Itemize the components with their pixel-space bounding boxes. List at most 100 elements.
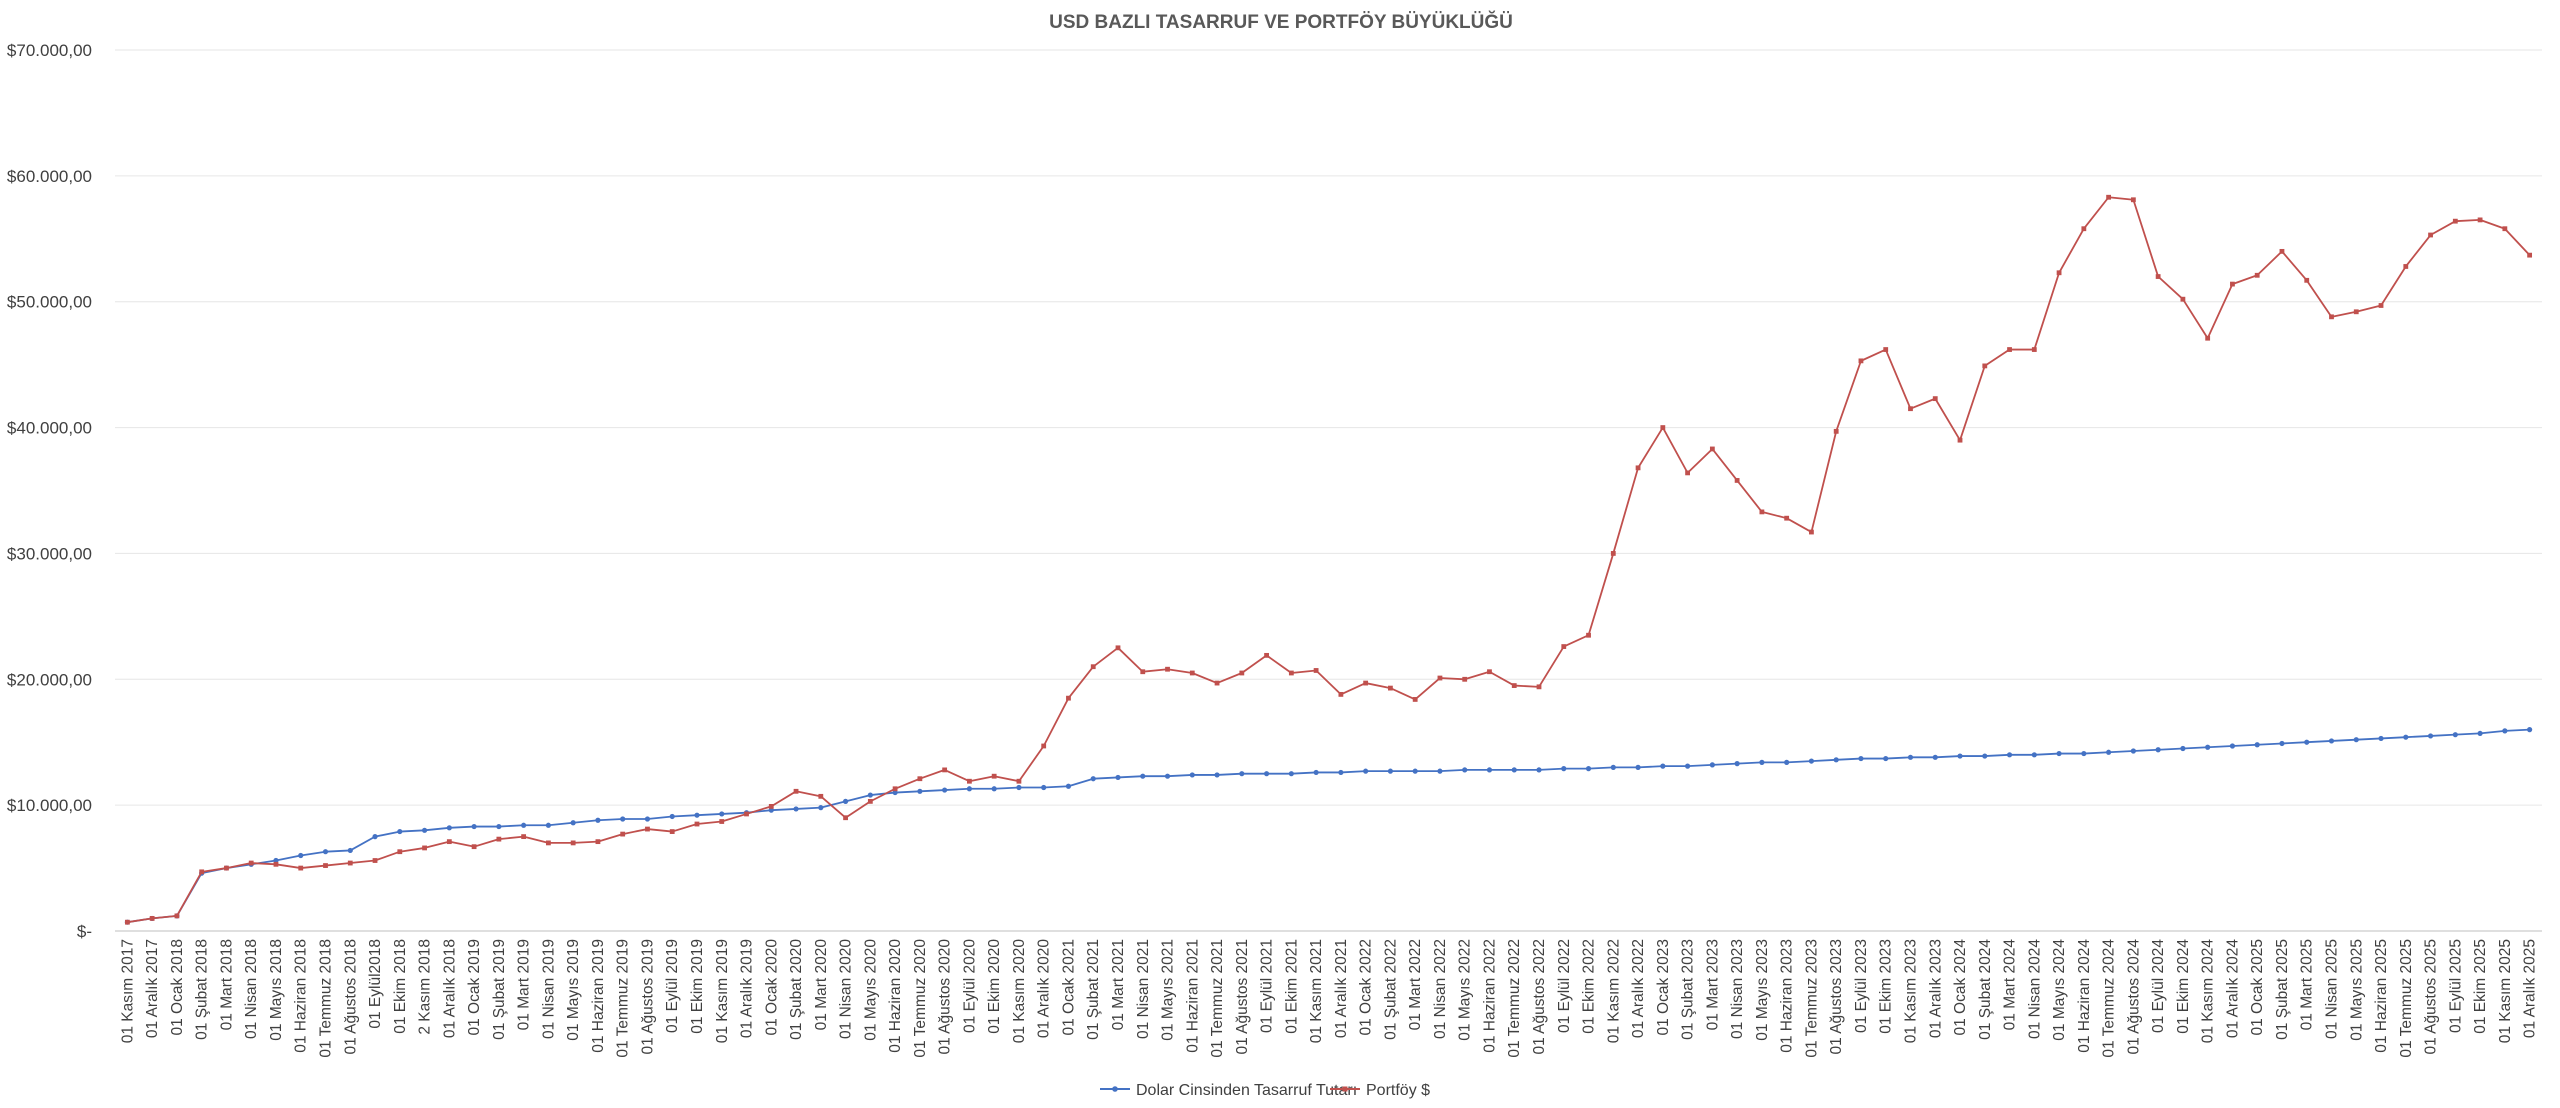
- data-point: [1759, 759, 1765, 765]
- data-point: [1784, 759, 1790, 765]
- x-tick-label: 01 Mayıs 2025: [2348, 939, 2365, 1041]
- data-point: [2155, 747, 2161, 753]
- data-point: [124, 919, 130, 925]
- x-axis-tick-labels: 01 Kasım 2017 01 Aralık 2017 01 Ocak 2018 0…: [119, 939, 2538, 1058]
- x-tick-label: 01 Ocak 2020: [763, 939, 780, 1036]
- x-tick-label: 01 Nisan 2025: [2323, 939, 2340, 1039]
- data-point: [2502, 226, 2508, 232]
- x-tick-label: 01 Ekim 2023: [1878, 939, 1895, 1034]
- data-point: [1140, 669, 1146, 675]
- data-point: [1809, 529, 1814, 535]
- data-point: [323, 863, 328, 868]
- data-point: [1288, 771, 1294, 777]
- x-tick-label: 01 Ağustos 2022: [1531, 939, 1548, 1055]
- x-tick-label: 01 Nisan 2020: [838, 939, 855, 1039]
- y-tick-label: $50.000,00: [7, 293, 92, 312]
- data-point: [1090, 664, 1096, 670]
- data-point: [1115, 774, 1121, 781]
- x-tick-label: 01 Ocak 2023: [1655, 939, 1672, 1036]
- data-point: [545, 840, 551, 846]
- data-point: [1264, 652, 1269, 658]
- data-point: [966, 786, 973, 792]
- data-point: [2205, 744, 2211, 750]
- data-point: [1907, 754, 1914, 760]
- x-tick-label: 01 Ağustos 2023: [1828, 939, 1845, 1055]
- x-tick-label: 01 Aralık 2019: [739, 939, 756, 1038]
- data-point: [446, 825, 452, 831]
- chart-title: USD BAZLI TASARRUF VE PORTFÖY BÜYÜKLÜĞÜ: [1049, 11, 1513, 33]
- x-tick-label: 01 Temmuz 2019: [615, 939, 632, 1058]
- x-tick-label: 01 Ekim 2018: [392, 939, 409, 1034]
- x-tick-label: 01 Nisan 2022: [1432, 939, 1449, 1039]
- data-point: [2353, 309, 2359, 315]
- data-point: [446, 839, 452, 845]
- x-tick-label: 01 Kasım 2023: [1902, 939, 1919, 1043]
- x-tick-label: 01 Temmuz 2021: [1209, 939, 1226, 1058]
- x-tick-label: 01 Aralık 2018: [441, 939, 458, 1038]
- x-tick-label: 01 Ağustos 2025: [2423, 939, 2440, 1055]
- data-point: [2304, 739, 2310, 745]
- x-tick-label: 01 Ağustos 2020: [937, 939, 954, 1055]
- x-tick-label: 01 Nisan 2019: [540, 939, 557, 1039]
- data-point: [298, 865, 304, 871]
- x-tick-label: 01 Mayıs 2021: [1160, 939, 1177, 1041]
- x-tick-label: 01 Şubat 2019: [491, 939, 508, 1040]
- data-point: [1511, 767, 1517, 773]
- data-point: [1561, 766, 1567, 772]
- data-point: [2452, 732, 2458, 738]
- data-point: [1982, 753, 1988, 759]
- x-tick-label: 01 Mart 2024: [2002, 939, 2019, 1031]
- data-point: [471, 823, 477, 830]
- data-point: [1263, 771, 1270, 777]
- x-tick-label: 01 Ekim 2019: [689, 939, 706, 1034]
- data-point: [1165, 666, 1170, 672]
- data-point: [2254, 742, 2260, 748]
- data-point: [298, 852, 304, 859]
- data-point: [322, 849, 329, 855]
- y-tick-label: $-: [77, 922, 92, 941]
- data-point: [1412, 697, 1418, 702]
- data-point: [2378, 303, 2384, 308]
- data-point: [2527, 727, 2533, 733]
- data-point: [1908, 406, 1913, 412]
- data-point: [1858, 755, 1864, 762]
- x-tick-label: 01 Ekim 2021: [1283, 939, 1300, 1034]
- x-tick-label: 01 Ocak 2022: [1358, 939, 1375, 1036]
- data-point: [2329, 314, 2334, 320]
- x-tick-label: 01 Mart 2018: [218, 939, 235, 1030]
- data-point: [843, 815, 848, 821]
- data-point: [149, 916, 155, 921]
- data-point: [1437, 675, 1443, 681]
- data-point: [1932, 754, 1938, 760]
- data-point: [2106, 749, 2112, 755]
- data-point: [1957, 753, 1963, 759]
- data-point: [818, 805, 824, 811]
- data-point: [2056, 270, 2062, 276]
- x-tick-label: 01 Kasım 2019: [714, 939, 731, 1043]
- series-line: [127, 196, 2531, 924]
- x-tick-label: 01 Mayıs 2018: [268, 939, 285, 1041]
- data-point: [521, 834, 527, 840]
- x-tick-label: 01 Mart 2020: [813, 939, 830, 1031]
- data-point: [1586, 632, 1591, 638]
- x-tick-label: 01 Nisan 2023: [1729, 939, 1746, 1039]
- data-point: [1239, 670, 1245, 676]
- data-point: [1858, 358, 1864, 364]
- data-point: [620, 816, 626, 822]
- data-point: [694, 812, 700, 818]
- data-point: [644, 816, 651, 822]
- data-point: [2130, 197, 2136, 203]
- x-tick-label: 01 Ocak 2024: [1952, 939, 1969, 1036]
- series-2: [124, 194, 2533, 925]
- data-point: [273, 857, 279, 864]
- x-tick-label: 01 Ekim 2025: [2472, 939, 2489, 1034]
- data-point: [2452, 218, 2458, 224]
- x-tick-label: 01 Ocak 2019: [466, 939, 483, 1036]
- x-tick-label: 01 Haziran 2020: [887, 939, 904, 1053]
- data-point: [1462, 767, 1468, 773]
- data-point: [2081, 750, 2087, 757]
- data-point: [248, 860, 254, 866]
- data-point: [1511, 683, 1517, 688]
- y-tick-label: $10.000,00: [7, 796, 92, 815]
